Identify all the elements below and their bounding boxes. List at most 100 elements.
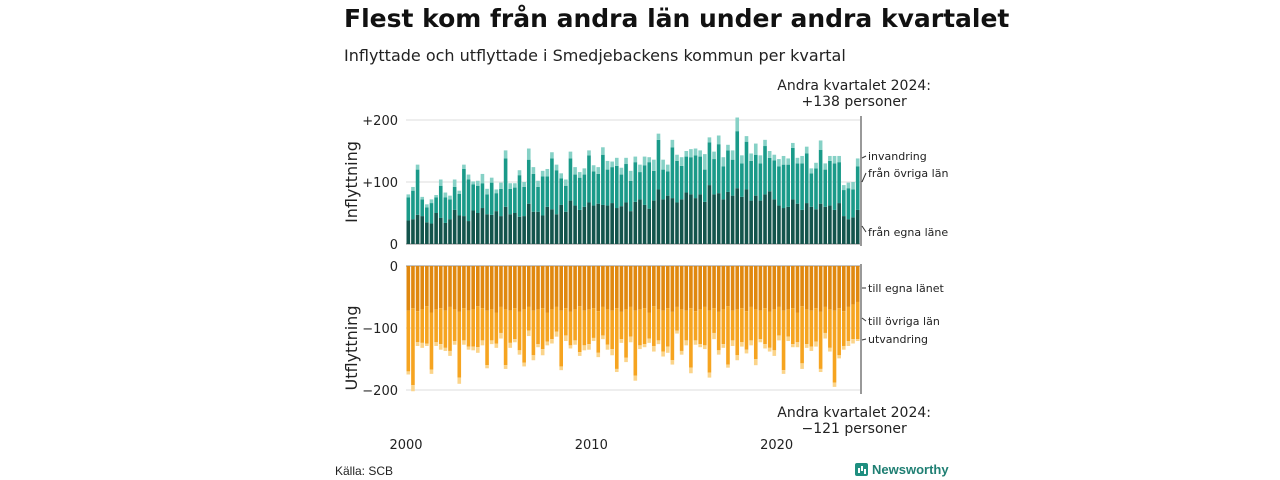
inflow-bar-other — [452, 186, 457, 210]
inflow-bar-own — [772, 199, 777, 244]
inflow-bar-own — [679, 199, 684, 244]
inflow-bar-other — [522, 186, 526, 217]
outflow-bar-own — [828, 266, 832, 310]
outflow-bar-own — [781, 266, 786, 311]
inflow-bar-own — [730, 195, 735, 244]
brand-name: Newsworthy — [872, 462, 949, 477]
outflow-bar-abroad — [494, 343, 499, 348]
inflow-bar-abroad — [726, 144, 730, 151]
outflow-bar-abroad — [554, 331, 559, 337]
inflow-bar-other — [596, 173, 601, 204]
inflow-bar-abroad — [550, 152, 554, 159]
inflow-bar-other — [573, 174, 577, 206]
outflow-bar-other — [582, 310, 587, 346]
inflow-bar-other — [823, 169, 828, 207]
outflow-bar-abroad — [814, 341, 818, 347]
inflow-bar-own — [550, 209, 554, 244]
outflow-bar-abroad — [703, 345, 707, 350]
inflow-bar-abroad — [633, 156, 638, 163]
outflow-bar-own — [508, 266, 513, 311]
inflow-bar-other — [777, 166, 781, 206]
inflow-bar-other — [698, 156, 702, 195]
inflow-bar-other — [614, 165, 619, 209]
outflow-bar-other — [740, 308, 744, 343]
outflow-bar-abroad — [429, 369, 434, 374]
outflow-bar-abroad — [689, 367, 693, 374]
inflow-bar-abroad — [526, 148, 531, 160]
outflow-bar-abroad — [791, 344, 795, 348]
outflow-bar-other — [425, 306, 429, 344]
outflow-bar-abroad — [851, 339, 855, 344]
outflow-bar-own — [438, 266, 443, 309]
series-leader — [861, 155, 867, 159]
outflow-bar-abroad — [633, 375, 638, 381]
outflow-bar-abroad — [564, 335, 568, 342]
inflow-bar-abroad — [494, 189, 499, 194]
outflow-bar-own — [837, 266, 841, 309]
inflow-bar-other — [503, 158, 508, 207]
inflow-bar-abroad — [619, 167, 624, 175]
inflow-bar-other — [485, 194, 489, 215]
inflow-bar-other — [800, 163, 804, 210]
outflow-bar-own — [550, 266, 554, 310]
inflow-bar-abroad — [508, 183, 513, 189]
inflow-bar-abroad — [846, 182, 851, 189]
inflow-bar-abroad — [707, 137, 712, 143]
outflow-bar-own — [832, 266, 837, 311]
outflow-bar-own — [619, 266, 624, 312]
inflow-bar-own — [818, 203, 823, 244]
inflow-bar-other — [749, 160, 753, 201]
inflow-bar-other — [721, 166, 726, 200]
inflow-bar-abroad — [638, 164, 642, 173]
outflow-bar-other — [564, 308, 568, 336]
outflow-bar-own — [573, 266, 577, 310]
inflow-bar-other — [772, 160, 777, 200]
outflow-bar-own — [522, 266, 526, 310]
series-label: från egna läne — [868, 226, 948, 239]
outflow-bar-other — [596, 311, 601, 353]
inflow-bar-other — [791, 147, 795, 200]
inflow-bar-other — [577, 177, 582, 210]
inflow-bar-own — [466, 221, 471, 244]
outflow-bar-other — [786, 309, 790, 337]
outflow-bar-abroad — [526, 330, 531, 337]
inflow-bar-abroad — [800, 155, 804, 164]
outflow-bar-other — [823, 306, 828, 333]
outflow-bar-other — [540, 308, 545, 350]
outflow-bar-abroad — [582, 345, 587, 351]
inflow-bar-other — [851, 189, 855, 218]
outflow-bar-own — [749, 266, 753, 307]
outflow-bar-other — [758, 310, 763, 340]
outflow-bar-own — [684, 266, 689, 311]
outflow-bar-other — [601, 306, 605, 336]
outflow-bar-abroad — [614, 368, 619, 373]
inflow-bar-own — [698, 194, 702, 244]
outflow-bar-abroad — [730, 340, 735, 346]
outflow-bar-abroad — [684, 340, 689, 346]
outflow-bar-own — [513, 266, 517, 309]
outflow-bar-own — [823, 266, 828, 307]
inflow-bar-own — [675, 202, 679, 244]
outflow-bar-abroad — [823, 332, 828, 339]
outflow-bar-own — [485, 266, 489, 311]
inflow-bar-other — [443, 197, 448, 223]
series-leader — [861, 172, 867, 183]
inflow-bar-other — [564, 185, 568, 212]
inflow-bar-abroad — [614, 157, 619, 166]
inflow-bar-own — [703, 201, 707, 244]
inflow-bar-own — [786, 206, 790, 244]
outflow-bar-own — [591, 266, 596, 309]
inflow-bar-abroad — [716, 135, 721, 145]
x-tick: 2020 — [760, 438, 793, 453]
inflow-bar-abroad — [735, 117, 740, 132]
outflow-bar-abroad — [568, 345, 573, 349]
inflow-bar-own — [448, 219, 452, 244]
outflow-bar-other — [517, 311, 522, 351]
outflow-bar-other — [647, 312, 652, 339]
outflow-bar-other — [684, 310, 689, 341]
inflow-bar-abroad — [763, 139, 767, 147]
outflow-bar-other — [828, 309, 832, 348]
inflow-bar-own — [726, 191, 730, 244]
outflow-bar-own — [800, 266, 804, 307]
inflow-bar-own — [665, 195, 670, 244]
